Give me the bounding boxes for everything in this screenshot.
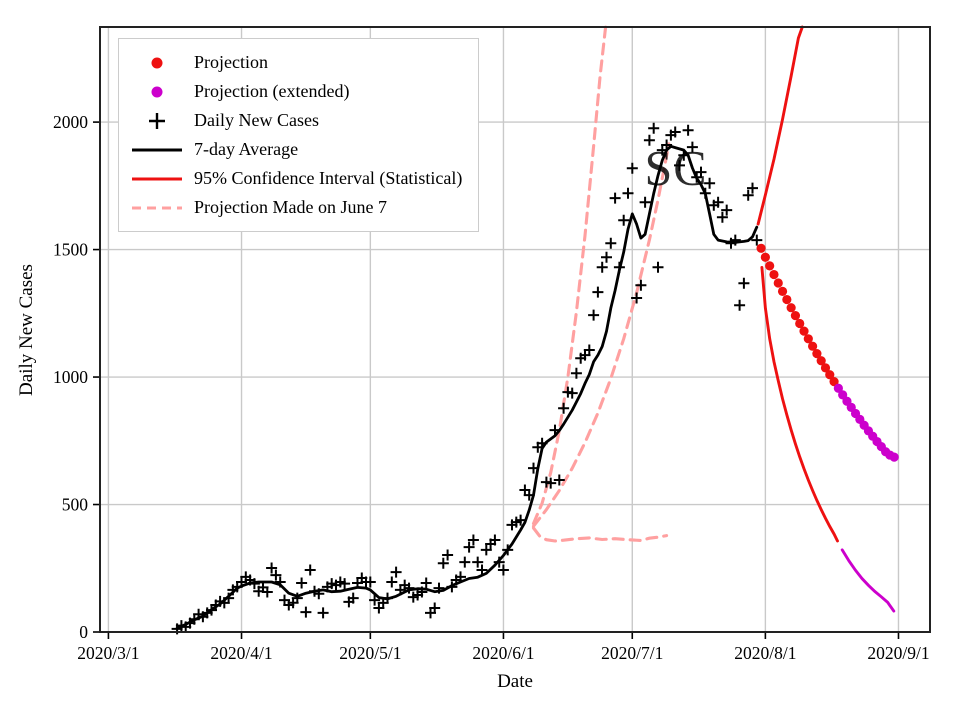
projection-dots xyxy=(756,243,839,387)
legend-item-label: Daily New Cases xyxy=(194,110,319,130)
legend-item: 7-day Average xyxy=(127,135,462,164)
legend-item: Projection Made on June 7 xyxy=(127,193,462,222)
legend-line-marker-icon xyxy=(127,139,187,161)
confidence-interval-lower-extended-line xyxy=(840,548,896,613)
legend-item-label: 95% Confidence Interval (Statistical) xyxy=(194,168,463,188)
legend: Projection Projection (extended) Daily New… xyxy=(118,38,480,232)
legend-item-label: 7-day Average xyxy=(194,139,299,159)
x-tick-label: 2020/7/1 xyxy=(601,643,663,663)
x-tick-label: 2020/9/1 xyxy=(867,643,929,663)
legend-item-label: Projection xyxy=(194,52,268,72)
x-axis-title: Date xyxy=(497,671,533,692)
confidence-interval-upper-line xyxy=(756,25,804,226)
y-tick-label: 1000 xyxy=(53,367,88,387)
x-tick-label: 2020/6/1 xyxy=(472,643,534,663)
legend-line-marker-icon xyxy=(127,168,187,190)
legend-item: Daily New Cases xyxy=(127,106,462,135)
legend-item: 95% Confidence Interval (Statistical) xyxy=(127,164,462,193)
x-tick-label: 2020/5/1 xyxy=(339,643,401,663)
legend-item-label: Projection Made on June 7 xyxy=(194,197,387,217)
y-tick-label: 500 xyxy=(62,495,89,515)
y-axis-title: Daily New Cases xyxy=(16,264,37,396)
y-tick-label: 1500 xyxy=(53,240,88,260)
state-label: SC xyxy=(644,139,708,196)
projection-extended-dots xyxy=(833,383,899,462)
june7-projection-dashed xyxy=(531,25,671,543)
axis-ticks xyxy=(93,121,900,639)
x-tick-label: 2020/4/1 xyxy=(210,643,272,663)
x-tick-label: 2020/3/1 xyxy=(77,643,139,663)
legend-dot-marker-icon xyxy=(127,81,187,103)
legend-plus-marker-icon xyxy=(127,110,187,132)
plot-border xyxy=(99,26,931,633)
seven-day-average-line xyxy=(175,144,759,630)
y-tick-label: 2000 xyxy=(53,112,88,132)
confidence-interval-lower-line xyxy=(760,265,839,543)
axis-tick-labels: 2020/3/1 2020/4/1 2020/5/1 2020/6/1 2020/7/1… xyxy=(53,112,930,663)
daily-new-cases-markers xyxy=(171,122,763,635)
legend-item: Projection (extended) xyxy=(127,77,462,106)
legend-dot-marker-icon xyxy=(127,52,187,74)
legend-dashed-marker-icon xyxy=(127,197,187,219)
x-tick-label: 2020/8/1 xyxy=(734,643,796,663)
legend-item: Projection xyxy=(127,48,462,77)
y-tick-label: 0 xyxy=(79,622,88,642)
legend-item-label: Projection (extended) xyxy=(194,81,350,101)
